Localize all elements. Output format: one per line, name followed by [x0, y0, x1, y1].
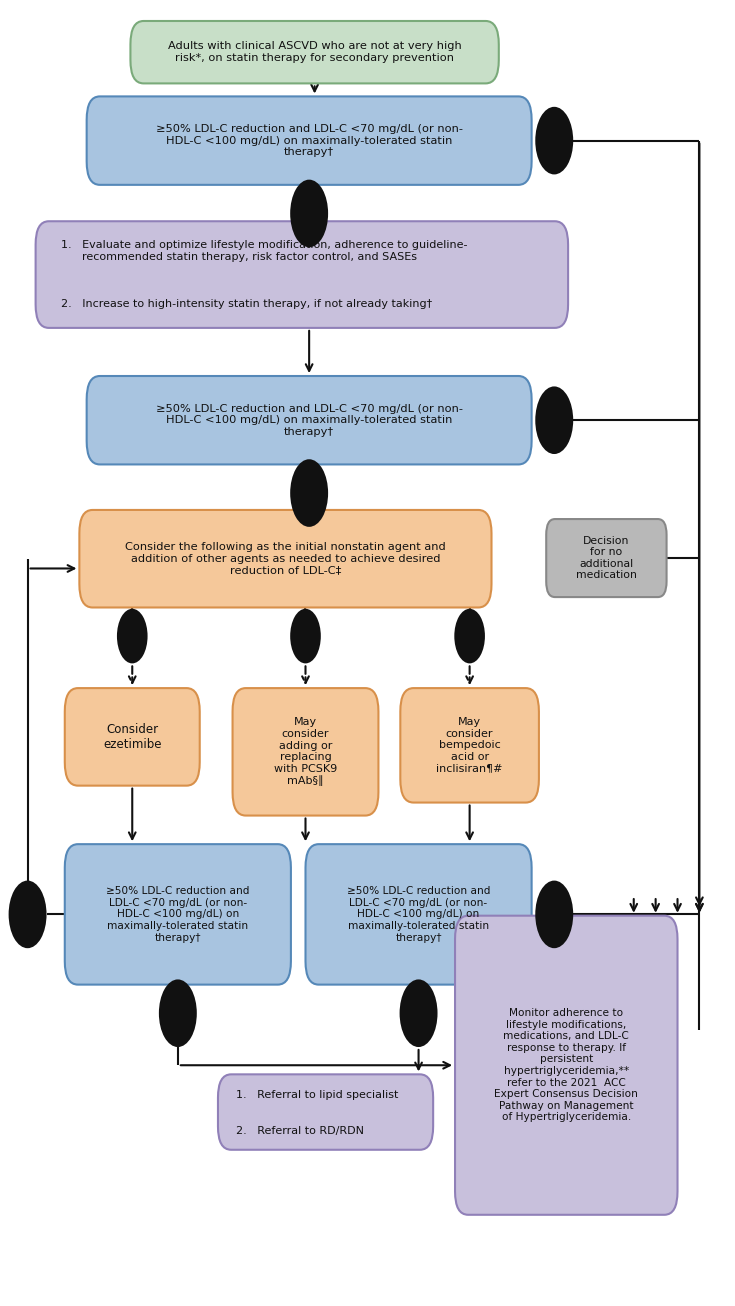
- Circle shape: [400, 980, 437, 1047]
- Text: 1.   Evaluate and optimize lifestyle modification, adherence to guideline-
     : 1. Evaluate and optimize lifestyle modif…: [61, 240, 467, 263]
- Text: Monitor adherence to
lifestyle modifications,
medications, and LDL-C
response to: Monitor adherence to lifestyle modificat…: [495, 1008, 638, 1122]
- Text: 1.   Referral to lipid specialist: 1. Referral to lipid specialist: [236, 1091, 398, 1101]
- FancyBboxPatch shape: [65, 688, 200, 786]
- FancyBboxPatch shape: [65, 844, 291, 985]
- Text: YES: YES: [544, 909, 564, 919]
- Text: YES: YES: [168, 1008, 188, 1019]
- Text: Decision
for no
additional
medication: Decision for no additional medication: [576, 535, 637, 580]
- Text: YES: YES: [544, 136, 564, 146]
- Text: ≥50% LDL-C reduction and LDL-C <70 mg/dL (or non-
HDL-C <100 mg/dL) on maximally: ≥50% LDL-C reduction and LDL-C <70 mg/dL…: [156, 404, 462, 436]
- FancyBboxPatch shape: [306, 844, 531, 985]
- FancyBboxPatch shape: [232, 688, 379, 815]
- FancyBboxPatch shape: [401, 688, 539, 803]
- Text: May
consider
adding or
replacing
with PCSK9
mAb§∥: May consider adding or replacing with PC…: [274, 717, 337, 786]
- Text: 2: 2: [302, 629, 309, 643]
- Text: 2.   Referral to RD/RDN: 2. Referral to RD/RDN: [236, 1126, 365, 1136]
- FancyBboxPatch shape: [87, 376, 531, 465]
- Text: ≥50% LDL-C reduction and
LDL-C <70 mg/dL (or non-
HDL-C <100 mg/dL) on
maximally: ≥50% LDL-C reduction and LDL-C <70 mg/dL…: [106, 887, 250, 943]
- Text: 2.   Increase to high-intensity statin therapy, if not already taking†: 2. Increase to high-intensity statin the…: [61, 299, 432, 310]
- FancyBboxPatch shape: [87, 97, 531, 185]
- Text: 1: 1: [129, 629, 136, 643]
- FancyBboxPatch shape: [35, 221, 568, 328]
- FancyBboxPatch shape: [79, 509, 492, 607]
- FancyBboxPatch shape: [455, 916, 678, 1215]
- Text: May
consider
bempedoic
acid or
inclisiran¶#: May consider bempedoic acid or inclisira…: [437, 717, 503, 773]
- FancyBboxPatch shape: [130, 21, 499, 84]
- Circle shape: [535, 880, 573, 948]
- Text: Adults with clinical ASCVD who are not at very high
risk*, on statin therapy for: Adults with clinical ASCVD who are not a…: [168, 42, 462, 63]
- Text: 3: 3: [466, 629, 473, 643]
- Circle shape: [454, 609, 485, 663]
- FancyBboxPatch shape: [546, 518, 667, 597]
- Circle shape: [535, 107, 573, 175]
- Circle shape: [290, 180, 328, 247]
- FancyBboxPatch shape: [218, 1075, 433, 1149]
- Text: NO: NO: [301, 209, 318, 218]
- Circle shape: [9, 880, 46, 948]
- Circle shape: [290, 609, 320, 663]
- Circle shape: [290, 460, 328, 526]
- Text: ≥50% LDL-C reduction and
LDL-C <70 mg/dL (or non-
HDL-C <100 mg/dL) on
maximally: ≥50% LDL-C reduction and LDL-C <70 mg/dL…: [347, 887, 490, 943]
- Text: ≥50% LDL-C reduction and LDL-C <70 mg/dL (or non-
HDL-C <100 mg/dL) on maximally: ≥50% LDL-C reduction and LDL-C <70 mg/dL…: [156, 124, 462, 157]
- Text: Consider the following as the initial nonstatin agent and
addition of other agen: Consider the following as the initial no…: [125, 542, 446, 576]
- Circle shape: [159, 980, 197, 1047]
- Text: NO: NO: [410, 1008, 427, 1019]
- Text: YES: YES: [544, 415, 564, 426]
- Circle shape: [117, 609, 148, 663]
- Circle shape: [535, 387, 573, 454]
- Text: NO: NO: [19, 909, 36, 919]
- Text: NO: NO: [301, 488, 318, 498]
- Text: Consider
ezetimibe: Consider ezetimibe: [103, 724, 162, 751]
